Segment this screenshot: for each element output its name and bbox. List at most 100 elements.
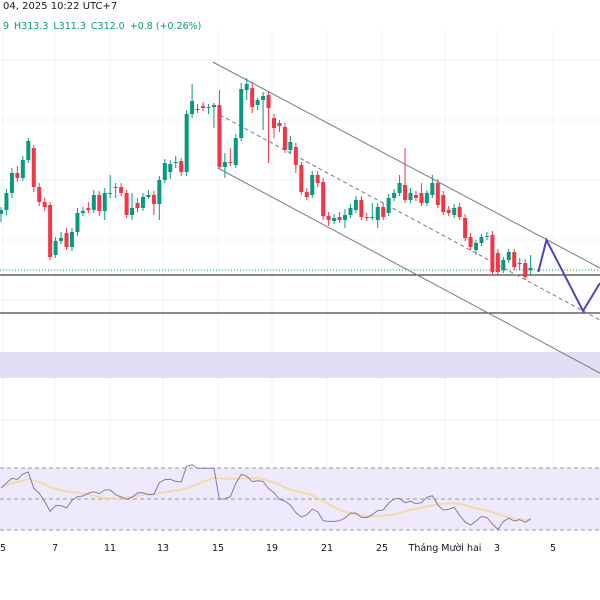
candle-body bbox=[108, 193, 113, 194]
candle bbox=[517, 258, 522, 270]
time-label: 21 bbox=[320, 543, 334, 554]
candle-body bbox=[0, 210, 3, 214]
candle-body bbox=[151, 195, 156, 204]
price-zone[interactable] bbox=[0, 352, 600, 378]
time-label: 13 bbox=[156, 543, 170, 554]
candle-body bbox=[184, 114, 189, 172]
open-value-fragment: 9 bbox=[3, 21, 10, 32]
support-zone-rect[interactable] bbox=[0, 352, 600, 378]
candle-body bbox=[86, 208, 91, 210]
candle bbox=[31, 145, 36, 192]
candle bbox=[86, 202, 91, 213]
candle-body bbox=[91, 195, 96, 210]
candle-body bbox=[190, 101, 195, 114]
projection-zigzag-line[interactable] bbox=[537, 237, 600, 314]
time-label: Tháng Mười hai bbox=[408, 543, 482, 554]
time-label: 19 bbox=[265, 543, 279, 554]
candle-body bbox=[446, 210, 451, 213]
candle bbox=[353, 196, 358, 213]
candle bbox=[364, 213, 369, 221]
candle bbox=[201, 102, 206, 111]
candle bbox=[403, 148, 408, 203]
candle bbox=[272, 114, 276, 138]
candle bbox=[293, 143, 298, 173]
low-value: L311.3 bbox=[53, 21, 86, 32]
candle bbox=[435, 179, 440, 208]
candle-body bbox=[299, 165, 304, 192]
horizontal-levels[interactable] bbox=[0, 269, 600, 314]
candle bbox=[222, 153, 227, 178]
candle-body bbox=[413, 195, 418, 198]
candle bbox=[59, 232, 64, 244]
candle-body bbox=[512, 252, 517, 267]
candle-body bbox=[15, 173, 20, 178]
candle bbox=[53, 237, 58, 258]
candle bbox=[479, 234, 484, 246]
time-label: 15 bbox=[211, 543, 225, 554]
candle-body bbox=[179, 161, 184, 172]
candle-body bbox=[419, 193, 424, 203]
candle-body bbox=[206, 107, 211, 108]
candle-body bbox=[277, 123, 282, 126]
candle bbox=[359, 196, 364, 220]
candle bbox=[375, 203, 380, 228]
candle bbox=[195, 104, 200, 113]
candle-body bbox=[353, 200, 358, 210]
candle-body bbox=[9, 173, 14, 193]
rsi-line bbox=[0, 464, 531, 531]
candle-body bbox=[80, 211, 85, 213]
channel-middle-line[interactable] bbox=[219, 114, 600, 321]
candle-body bbox=[370, 217, 375, 218]
time-label: 5 bbox=[0, 543, 7, 554]
candle bbox=[20, 156, 25, 181]
candle bbox=[130, 193, 135, 220]
candle-body bbox=[501, 260, 506, 270]
candle bbox=[452, 204, 457, 218]
candle-body bbox=[381, 207, 386, 217]
candle bbox=[419, 183, 424, 206]
candle-body bbox=[364, 217, 369, 218]
candle-body bbox=[173, 162, 178, 163]
candle bbox=[446, 206, 451, 216]
candle bbox=[277, 120, 282, 132]
candle bbox=[151, 191, 156, 215]
candle-body bbox=[64, 233, 69, 247]
time-label: 11 bbox=[103, 543, 117, 554]
candle bbox=[468, 233, 473, 250]
candle bbox=[211, 103, 216, 128]
candle-body bbox=[113, 187, 118, 188]
candle bbox=[179, 158, 184, 176]
time-label: 25 bbox=[375, 543, 389, 554]
channel-upper-line[interactable] bbox=[212, 61, 600, 269]
candle bbox=[474, 240, 479, 255]
candle-body bbox=[392, 193, 397, 198]
candle-body bbox=[310, 175, 315, 195]
candle bbox=[69, 228, 74, 251]
candle-body bbox=[495, 253, 500, 272]
candle-body bbox=[42, 202, 47, 207]
channel-lower-line[interactable] bbox=[217, 167, 600, 374]
projection-path[interactable] bbox=[537, 237, 600, 314]
candle bbox=[206, 104, 211, 114]
candle bbox=[441, 191, 446, 215]
candle bbox=[42, 198, 47, 211]
candle-body bbox=[217, 105, 222, 167]
candle-body bbox=[255, 100, 260, 105]
candle bbox=[15, 166, 20, 182]
candle-body bbox=[517, 263, 522, 264]
candle bbox=[386, 194, 391, 216]
candle bbox=[0, 207, 3, 222]
candle bbox=[506, 249, 511, 263]
parallel-channel[interactable] bbox=[212, 61, 600, 374]
candle-body bbox=[37, 187, 42, 202]
candle bbox=[239, 83, 244, 141]
candle bbox=[424, 190, 429, 206]
candle-body bbox=[102, 193, 107, 211]
candle-body bbox=[20, 160, 25, 178]
candle-body bbox=[430, 183, 435, 195]
candle bbox=[463, 214, 468, 241]
candle-body bbox=[441, 195, 446, 212]
candle-body bbox=[457, 207, 462, 217]
rsi-band bbox=[0, 468, 600, 530]
